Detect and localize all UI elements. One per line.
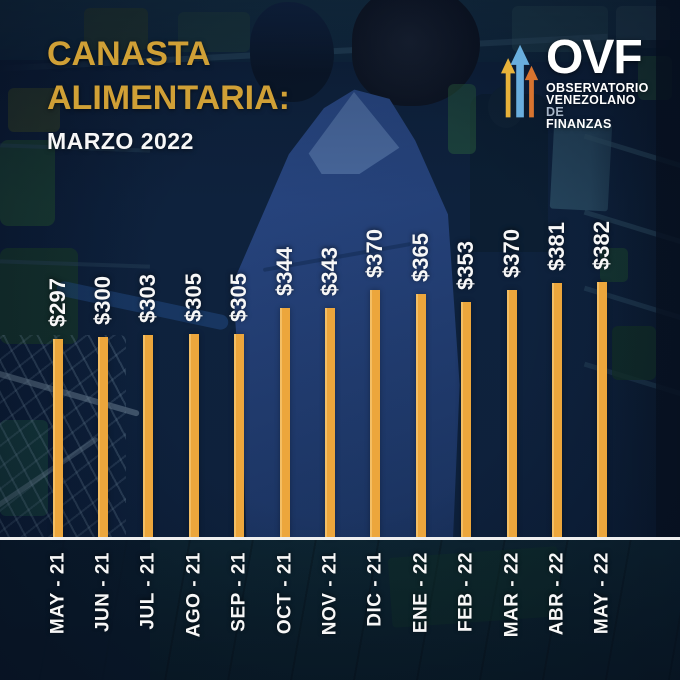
month-labels: MAY - 21 JUN - 21 JUL - 21 AGO - 21 SEP - 21… bbox=[35, 552, 625, 664]
bar-value-label: $370 bbox=[362, 229, 388, 278]
month-label: MAY - 22 bbox=[591, 552, 613, 635]
bar bbox=[325, 308, 336, 537]
bar bbox=[506, 290, 517, 537]
bar-value-label: $353 bbox=[453, 241, 479, 290]
month-label: JUN - 21 bbox=[92, 552, 114, 633]
bar-value-label: $370 bbox=[498, 229, 524, 278]
chart-column: $303 bbox=[126, 190, 171, 537]
logo-line3: FINANZAS bbox=[546, 117, 612, 131]
month-label: MAR - 22 bbox=[501, 552, 523, 638]
month-label: NOV - 21 bbox=[319, 552, 341, 636]
ovf-logo: OVF OBSERVATORIO VENEZOLANO DE FINANZAS bbox=[500, 31, 649, 131]
month-label: FEB - 22 bbox=[455, 552, 477, 633]
chart-column: $365 bbox=[398, 190, 443, 537]
chart-column: $370 bbox=[353, 190, 398, 537]
chart-column: $370 bbox=[489, 190, 534, 537]
month-label: AGO - 21 bbox=[183, 552, 205, 638]
title-line2: ALIMENTARIA: bbox=[47, 79, 290, 117]
logo-arrows-icon bbox=[500, 44, 539, 118]
month-label: SEP - 21 bbox=[228, 552, 250, 632]
chart-column: $382 bbox=[580, 190, 625, 537]
month-label: DIC - 21 bbox=[364, 552, 386, 627]
logo-subtext: OBSERVATORIO VENEZOLANO DE FINANZAS bbox=[546, 82, 649, 131]
month-label: JUL - 21 bbox=[137, 552, 159, 630]
bar-value-label: $365 bbox=[407, 233, 433, 282]
bar-value-label: $343 bbox=[317, 247, 343, 296]
bar-value-label: $305 bbox=[226, 273, 252, 322]
bar-value-label: $297 bbox=[44, 278, 70, 327]
chart-column: $353 bbox=[444, 190, 489, 537]
logo-acronym: OVF bbox=[546, 31, 643, 84]
chart-baseline bbox=[0, 537, 680, 540]
bar bbox=[52, 339, 63, 537]
title-line1: CANASTA bbox=[47, 35, 211, 73]
month-label: MAY - 21 bbox=[47, 552, 69, 635]
bar bbox=[415, 294, 426, 537]
bar bbox=[188, 334, 199, 537]
bar-value-label: $300 bbox=[90, 276, 116, 325]
bar bbox=[597, 282, 608, 537]
subtitle: MARZO 2022 bbox=[47, 128, 194, 154]
month-label: OCT - 21 bbox=[274, 552, 296, 635]
month-label: ENE - 22 bbox=[410, 552, 432, 634]
bar-value-label: $382 bbox=[589, 221, 615, 270]
bar bbox=[98, 337, 109, 537]
bar-value-label: $344 bbox=[271, 247, 297, 296]
bar-value-label: $305 bbox=[180, 273, 206, 322]
bar bbox=[551, 283, 562, 537]
chart-column: $344 bbox=[262, 190, 307, 537]
chart-column: $297 bbox=[35, 190, 80, 537]
chart-column: $381 bbox=[534, 190, 579, 537]
bar bbox=[279, 308, 290, 537]
chart-column: $305 bbox=[217, 190, 262, 537]
page-title: CANASTA ALIMENTARIA: bbox=[47, 32, 290, 120]
chart-column: $300 bbox=[80, 190, 125, 537]
month-label: ABR - 22 bbox=[546, 552, 568, 636]
chart-column: $343 bbox=[307, 190, 352, 537]
bar bbox=[234, 334, 245, 537]
bar bbox=[143, 335, 154, 537]
bar bbox=[461, 302, 472, 537]
chart-columns: $297 $300 $303 $305 $305 $344 $343 $370 $365 $353… bbox=[35, 190, 625, 537]
header: CANASTA ALIMENTARIA: MARZO 2022 bbox=[47, 32, 290, 155]
bar-value-label: $303 bbox=[135, 274, 161, 323]
bar-value-label: $381 bbox=[543, 222, 569, 271]
chart-column: $305 bbox=[171, 190, 216, 537]
bar bbox=[370, 290, 381, 537]
logo-line2: VENEZOLANO DE bbox=[546, 93, 636, 119]
